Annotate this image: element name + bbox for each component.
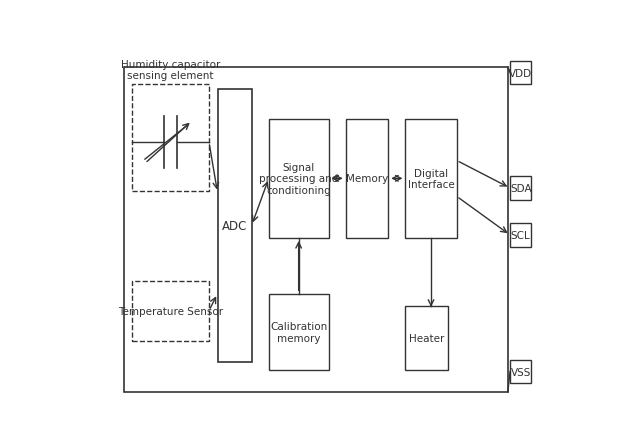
FancyBboxPatch shape: [132, 281, 209, 341]
FancyBboxPatch shape: [510, 62, 531, 85]
FancyBboxPatch shape: [405, 307, 448, 371]
Text: Memory: Memory: [346, 174, 388, 184]
Text: VDD: VDD: [509, 69, 532, 78]
Text: ADC: ADC: [222, 219, 247, 232]
FancyBboxPatch shape: [269, 294, 328, 371]
Text: Signal
processing and
conditioning: Signal processing and conditioning: [259, 162, 339, 196]
Text: Digital
Interface: Digital Interface: [408, 168, 454, 190]
Text: SCL: SCL: [511, 230, 531, 240]
Text: Humidity capacitor
sensing element: Humidity capacitor sensing element: [121, 59, 220, 81]
Text: Temperature Sensor: Temperature Sensor: [118, 306, 223, 316]
FancyBboxPatch shape: [124, 68, 508, 392]
FancyBboxPatch shape: [132, 85, 209, 192]
Text: Heater: Heater: [409, 334, 444, 344]
FancyBboxPatch shape: [269, 119, 328, 239]
FancyBboxPatch shape: [510, 360, 531, 383]
FancyBboxPatch shape: [346, 119, 388, 239]
FancyBboxPatch shape: [510, 177, 531, 200]
FancyBboxPatch shape: [510, 224, 531, 247]
FancyBboxPatch shape: [218, 89, 252, 362]
Text: VSS: VSS: [511, 367, 531, 377]
Text: Calibration
memory: Calibration memory: [270, 322, 327, 343]
Text: SDA: SDA: [510, 184, 531, 193]
FancyBboxPatch shape: [405, 119, 457, 239]
